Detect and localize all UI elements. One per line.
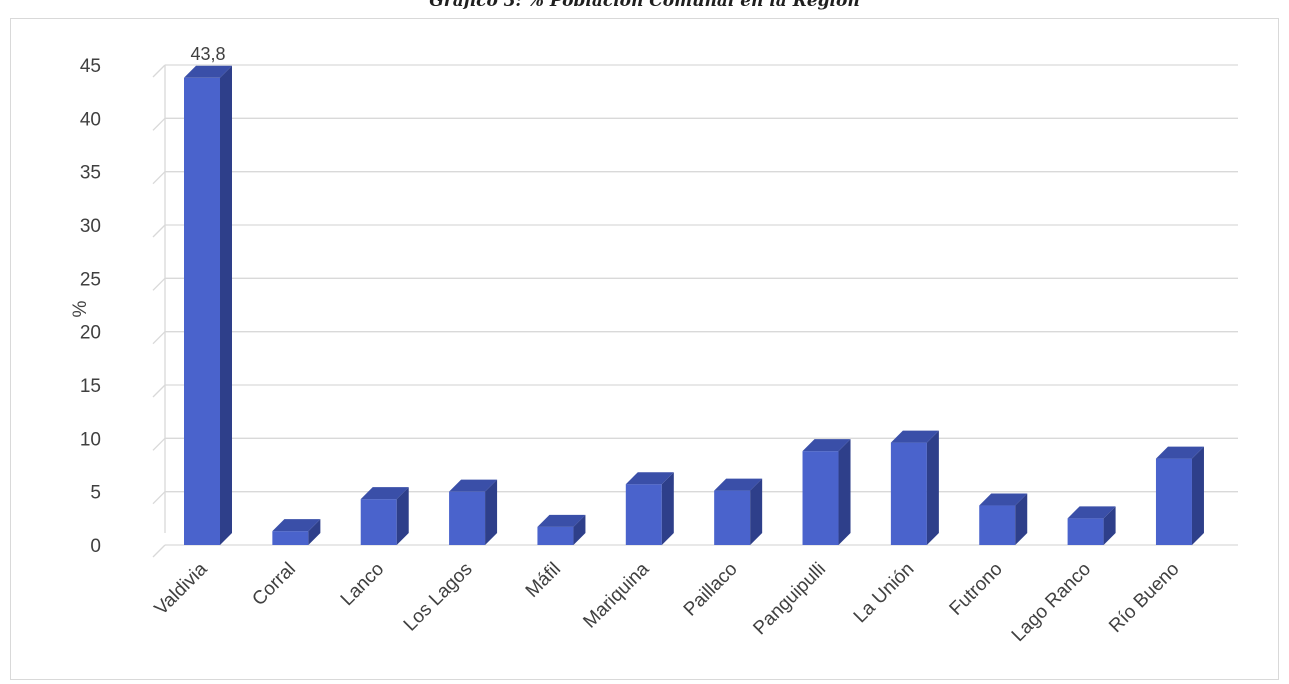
gridline-depth — [152, 64, 166, 78]
y-tick-label: 20 — [80, 323, 101, 344]
y-tick-label: 25 — [80, 269, 101, 290]
bar — [890, 442, 927, 545]
bar-side — [1103, 506, 1116, 545]
y-tick-label: 30 — [80, 216, 101, 237]
x-tick-label: Mariquina — [579, 558, 653, 632]
bar-top — [537, 514, 586, 527]
y-tick-label: 35 — [80, 163, 101, 184]
gridline-depth — [152, 277, 166, 291]
x-tick-label: Lanco — [337, 559, 388, 610]
gridline-depth — [152, 331, 166, 345]
y-tick-label: 40 — [80, 109, 101, 130]
y-tick-label: 0 — [90, 536, 101, 557]
x-tick-label: Futrono — [946, 559, 1007, 620]
data-label: 43,8 — [190, 44, 225, 64]
x-tick-label: Máfil — [522, 559, 565, 602]
bar-side — [396, 487, 409, 545]
bar-top — [890, 430, 939, 443]
bar — [979, 505, 1016, 545]
x-tick-label: La Unión — [850, 559, 919, 628]
bar — [537, 526, 574, 545]
x-tick-label: Valdivia — [151, 558, 212, 619]
bar-top — [360, 487, 409, 500]
bar-side — [308, 519, 321, 545]
gridline-depth — [152, 171, 166, 185]
bar-side — [750, 478, 763, 545]
y-tick-label: 45 — [80, 56, 101, 77]
bar-side — [220, 65, 232, 546]
x-tick-label: Corral — [248, 559, 299, 610]
bar-side — [926, 430, 939, 545]
bar-side — [1191, 446, 1204, 545]
gridline-depth — [152, 544, 166, 558]
bar-top — [802, 439, 851, 452]
bar-top — [1155, 446, 1204, 459]
bar — [625, 484, 662, 545]
y-tick-label: 10 — [80, 429, 101, 450]
gridline-depth — [152, 224, 166, 238]
gridline-depth — [152, 437, 166, 451]
x-tick-label: Los Lagos — [400, 559, 477, 636]
bar-side — [1015, 493, 1028, 545]
bar-top — [184, 65, 232, 78]
bar — [1067, 518, 1104, 545]
gridline-depth — [152, 491, 166, 505]
bar — [360, 499, 397, 545]
bar-side — [838, 439, 851, 545]
gridline-depth — [152, 384, 166, 398]
chart-frame — [10, 18, 1279, 680]
bar-top — [625, 472, 674, 485]
x-tick-label: Río Bueno — [1105, 559, 1183, 637]
x-tick-label: Lago Ranco — [1008, 559, 1095, 646]
x-tick-label: Panguipulli — [749, 559, 830, 640]
bar — [449, 491, 486, 545]
chart-title: Gráfico 3: % Población Comunal en la Reg… — [429, 0, 860, 11]
bar-side — [573, 514, 586, 545]
bar — [184, 77, 220, 546]
bar — [714, 490, 751, 545]
y-tick-label: 15 — [80, 376, 101, 397]
x-tick-label: Paillaco — [680, 559, 742, 621]
bar-top — [1067, 506, 1116, 519]
gridline-depth — [152, 117, 166, 131]
y-tick-label: 5 — [90, 483, 101, 504]
bar — [272, 531, 309, 545]
bar-side — [485, 479, 498, 545]
bar-top — [979, 493, 1028, 506]
y-axis-title: % — [70, 300, 91, 317]
bar-top — [272, 519, 321, 532]
bar — [802, 451, 839, 545]
bar-side — [661, 472, 674, 545]
bar-top — [714, 478, 763, 491]
bar — [1155, 458, 1192, 545]
bar-top — [449, 479, 498, 492]
